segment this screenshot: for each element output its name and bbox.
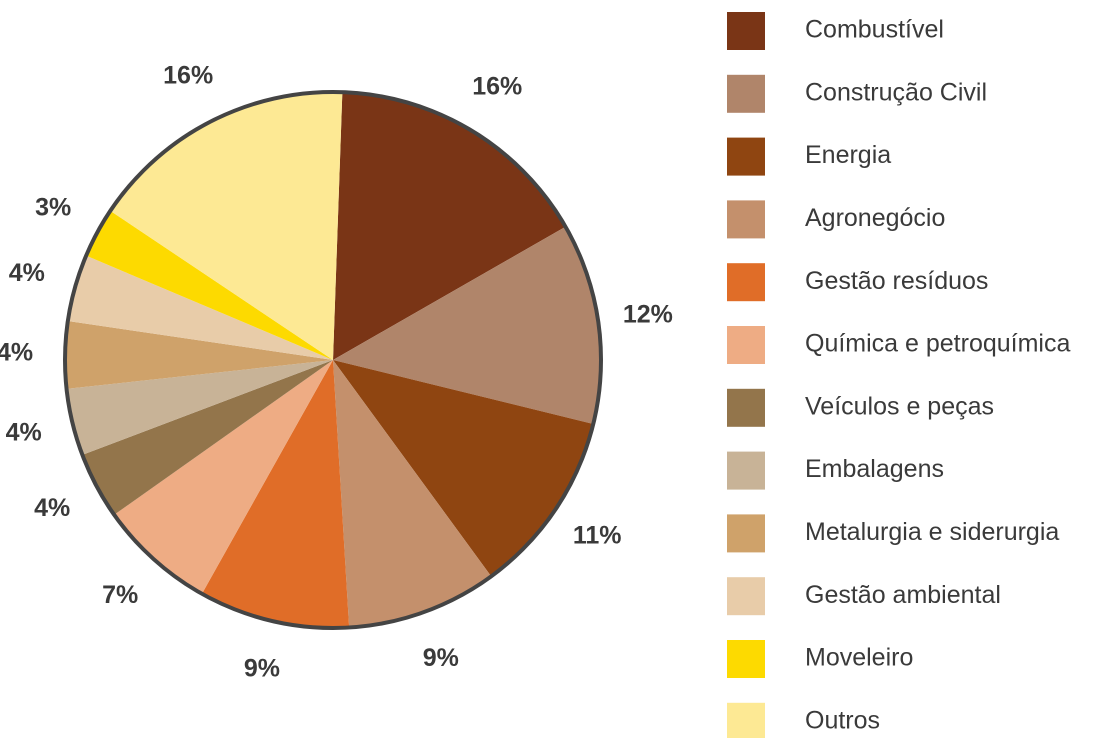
data-label: 9% <box>244 655 280 683</box>
legend-swatch <box>727 74 765 113</box>
legend-swatch <box>727 577 765 616</box>
pie-slice <box>67 255 333 360</box>
legend-label: Energia <box>805 141 891 169</box>
legend-label: Combustível <box>805 16 944 44</box>
pie-slice <box>333 226 602 425</box>
legend-swatch <box>727 12 765 50</box>
pie-slice <box>201 360 350 628</box>
data-label: 4% <box>9 259 45 287</box>
legend-label: Química e petroquímica <box>805 330 1070 358</box>
pie-slice <box>110 92 343 360</box>
pie-slice <box>333 360 594 577</box>
legend-swatch <box>727 388 765 427</box>
legend-label: Gestão ambiental <box>805 581 1001 609</box>
legend-label: Outros <box>805 706 880 734</box>
data-label: 11% <box>573 522 622 550</box>
legend-label: Embalagens <box>805 455 944 483</box>
data-label: 16% <box>163 61 213 89</box>
pie-slice <box>66 360 333 455</box>
legend-swatch <box>727 451 765 490</box>
pie-outline <box>63 90 603 630</box>
legend-label: Moveleiro <box>805 644 913 672</box>
legend-swatch <box>727 702 765 738</box>
data-label: 7% <box>102 581 138 609</box>
data-label: 4% <box>34 494 70 522</box>
legend-label: Veículos e peças <box>805 392 994 420</box>
data-label: 9% <box>423 644 459 672</box>
pie-slice <box>114 360 333 594</box>
data-label: 4% <box>6 419 42 447</box>
data-label: 4% <box>0 339 33 367</box>
data-label: 3% <box>35 194 71 222</box>
legend-swatch <box>727 514 765 553</box>
pie-slice <box>333 360 492 628</box>
data-label: 16% <box>472 72 522 100</box>
pie-slice <box>86 210 334 360</box>
pie-slice <box>333 92 566 360</box>
legend-swatch <box>727 263 765 302</box>
legend-label: Gestão resíduos <box>805 267 988 295</box>
legend-swatch <box>727 200 765 239</box>
legend-swatch <box>727 640 765 678</box>
legend-label: Agronegócio <box>805 204 945 232</box>
data-label: 12% <box>623 300 673 328</box>
legend-swatch <box>727 137 765 176</box>
pie-slice <box>82 360 333 515</box>
legend-swatch <box>727 326 765 364</box>
legend-label: Construção Civil <box>805 78 987 106</box>
legend-label: Metalurgia e siderurgia <box>805 518 1059 546</box>
pie-slice <box>64 321 333 389</box>
